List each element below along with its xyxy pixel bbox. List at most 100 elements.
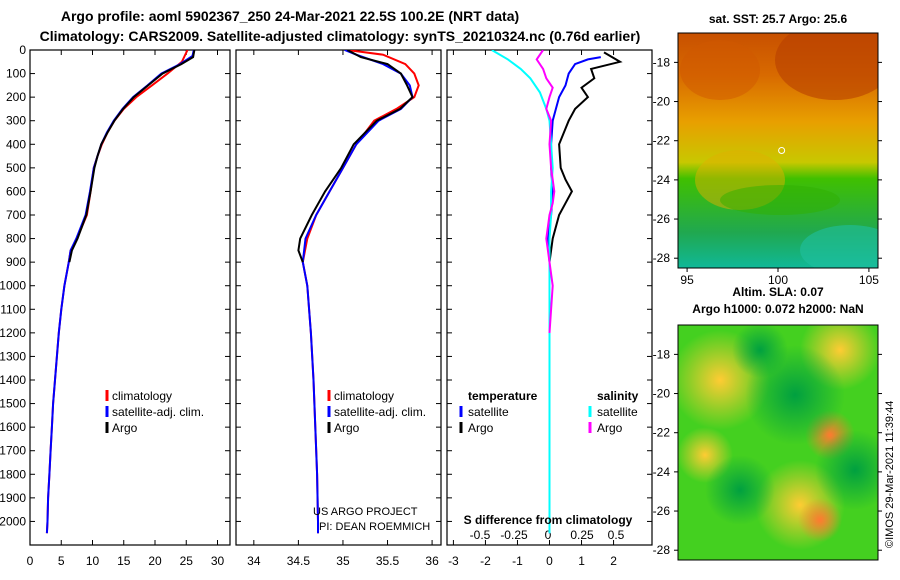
title-line-1: Argo profile: aoml 5902367_250 24-Mar-20… [61,8,519,24]
series-line-climatology [45,50,189,534]
map-x-tick-label: 100 [768,273,788,287]
x-tick-label: 36 [425,554,439,568]
depth-tick-label: 300 [6,114,26,128]
sst-warm-patch [775,33,878,100]
sla-map-title-line-2: Argo h1000: 0.072 h2000: NaN [692,302,863,316]
sst-map-axes: -18 -20 -22 -24 -26 -28 95 100 105 [653,55,882,287]
sla-map-axes: -18 -20 -22 -24 -26 -28 [653,347,882,557]
x-tick-label: 0 [27,554,34,568]
depth-tick-label: 700 [6,208,26,222]
map-y-tick-label: -28 [653,251,671,265]
depth-tick-label: 1900 [0,491,26,505]
series-line-satellite-adj-clim- [301,50,414,534]
legend-title-salinity: salinity [597,389,639,403]
x-tick-label: 15 [117,554,131,568]
x-tick-label: -2 [480,554,491,568]
x-tick-label: 2 [610,554,617,568]
sst-map-title: sat. SST: 25.7 Argo: 25.6 [709,12,848,26]
depth-tick-label: 1300 [0,349,26,363]
map-y-tick-label: -26 [653,504,671,518]
x-tick-label: 10 [86,554,100,568]
map-y-tick-label: -24 [653,465,671,479]
difference-lines [491,50,623,534]
legend-label-sal-argo: Argo [597,421,623,435]
x-tick-label: 1 [578,554,585,568]
s-difference-tick-label: -0.25 [500,528,528,542]
sst-warm-patch [680,40,760,100]
map-y-tick-label: -28 [653,543,671,557]
x-tick-label: 0 [546,554,553,568]
salinity-lines [297,50,420,534]
depth-tick-label: 100 [6,67,26,81]
depth-tick-label: 1200 [0,326,26,340]
x-tick-label: -1 [512,554,523,568]
temperature-lines [45,50,196,534]
x-tick-label: -3 [448,554,459,568]
depth-tick-label: 1000 [0,279,26,293]
sla-blob [815,430,878,510]
legend-label-satellite: satellite-adj. clim. [112,405,204,419]
x-tick-label: 25 [180,554,194,568]
sst-map [678,33,878,268]
project-credit-line-1: US ARGO PROJECT [313,506,418,518]
depth-axis: 0 100 200 300 400 500 600 700 800 900 1000 1100 1200… [0,43,652,528]
legend-title-temperature: temperature [468,389,538,403]
legend-label-argo: Argo [334,421,360,435]
depth-tick-label: 1600 [0,420,26,434]
temperature-x-axis: 0 5 10 15 20 25 30 [27,50,225,568]
depth-tick-label: 1500 [0,397,26,411]
sla-map-frame [677,324,879,561]
map-y-tick-label: -22 [653,426,671,440]
depth-tick-label: 1400 [0,373,26,387]
map-y-tick-label: -20 [653,387,671,401]
difference-x-axis: -3 -2 -1 0 1 2 [448,50,617,568]
series-line-argo [68,50,196,263]
sla-blob [705,455,775,525]
sla-map-title-line-1: Altim. SLA: 0.07 [732,285,824,299]
series-line-salinity-satellite [491,50,554,534]
map-y-tick-label: -22 [653,134,671,148]
difference-axis-title: S difference from climatology [464,513,633,527]
profile-location-marker [778,147,786,154]
depth-tick-label: 1100 [0,302,26,316]
salinity-panel-frame [235,49,442,546]
legend-label-satellite: satellite-adj. clim. [334,405,426,419]
salinity-legend: climatology satellite-adj. clim. Argo [327,389,426,435]
legend-label-temp-argo: Argo [468,421,494,435]
series-line-climatology [301,50,420,534]
depth-tick-label: 500 [6,161,26,175]
map-y-tick-label: -18 [653,347,671,361]
x-tick-label: 35 [336,554,350,568]
x-tick-label: 34 [247,554,261,568]
depth-tick-label: 600 [6,184,26,198]
map-y-tick-label: -24 [653,173,671,187]
map-y-tick-label: -26 [653,212,671,226]
series-line-salinity-argo [535,50,556,333]
depth-tick-label: 2000 [0,514,26,528]
legend-label-sal-satellite: satellite [597,405,638,419]
s-difference-tick-label: 0.25 [570,528,594,542]
imos-credit: ©IMOS 29-Mar-2021 11:39:44 [884,401,896,548]
x-tick-label: 30 [211,554,225,568]
series-line-temperature-argo [548,51,623,263]
s-difference-tick-label: 0 [545,528,552,542]
difference-legend: temperature salinity satellite Argo sate… [459,389,639,435]
sla-blob [798,498,842,542]
s-difference-tick-label: 0.5 [608,528,625,542]
sla-blob [732,325,788,378]
depth-tick-label: 1800 [0,467,26,481]
series-line-satellite-adj-clim- [45,50,195,534]
map-x-tick-label: 95 [680,273,694,287]
salinity-difference-axis: -0.5 -0.25 0 0.25 0.5 [470,528,625,542]
x-tick-label: 5 [58,554,65,568]
salinity-x-axis: 34 34.5 35 35.5 36 [247,50,439,568]
x-tick-label: 34.5 [287,554,311,568]
sst-cool-patch [800,225,878,268]
legend-label-argo: Argo [112,421,138,435]
map-y-tick-label: -18 [653,55,671,69]
temperature-panel-frame [29,49,231,546]
sst-green-patch [720,185,840,215]
legend-label-climatology: climatology [334,389,394,403]
depth-tick-label: 400 [6,137,26,151]
